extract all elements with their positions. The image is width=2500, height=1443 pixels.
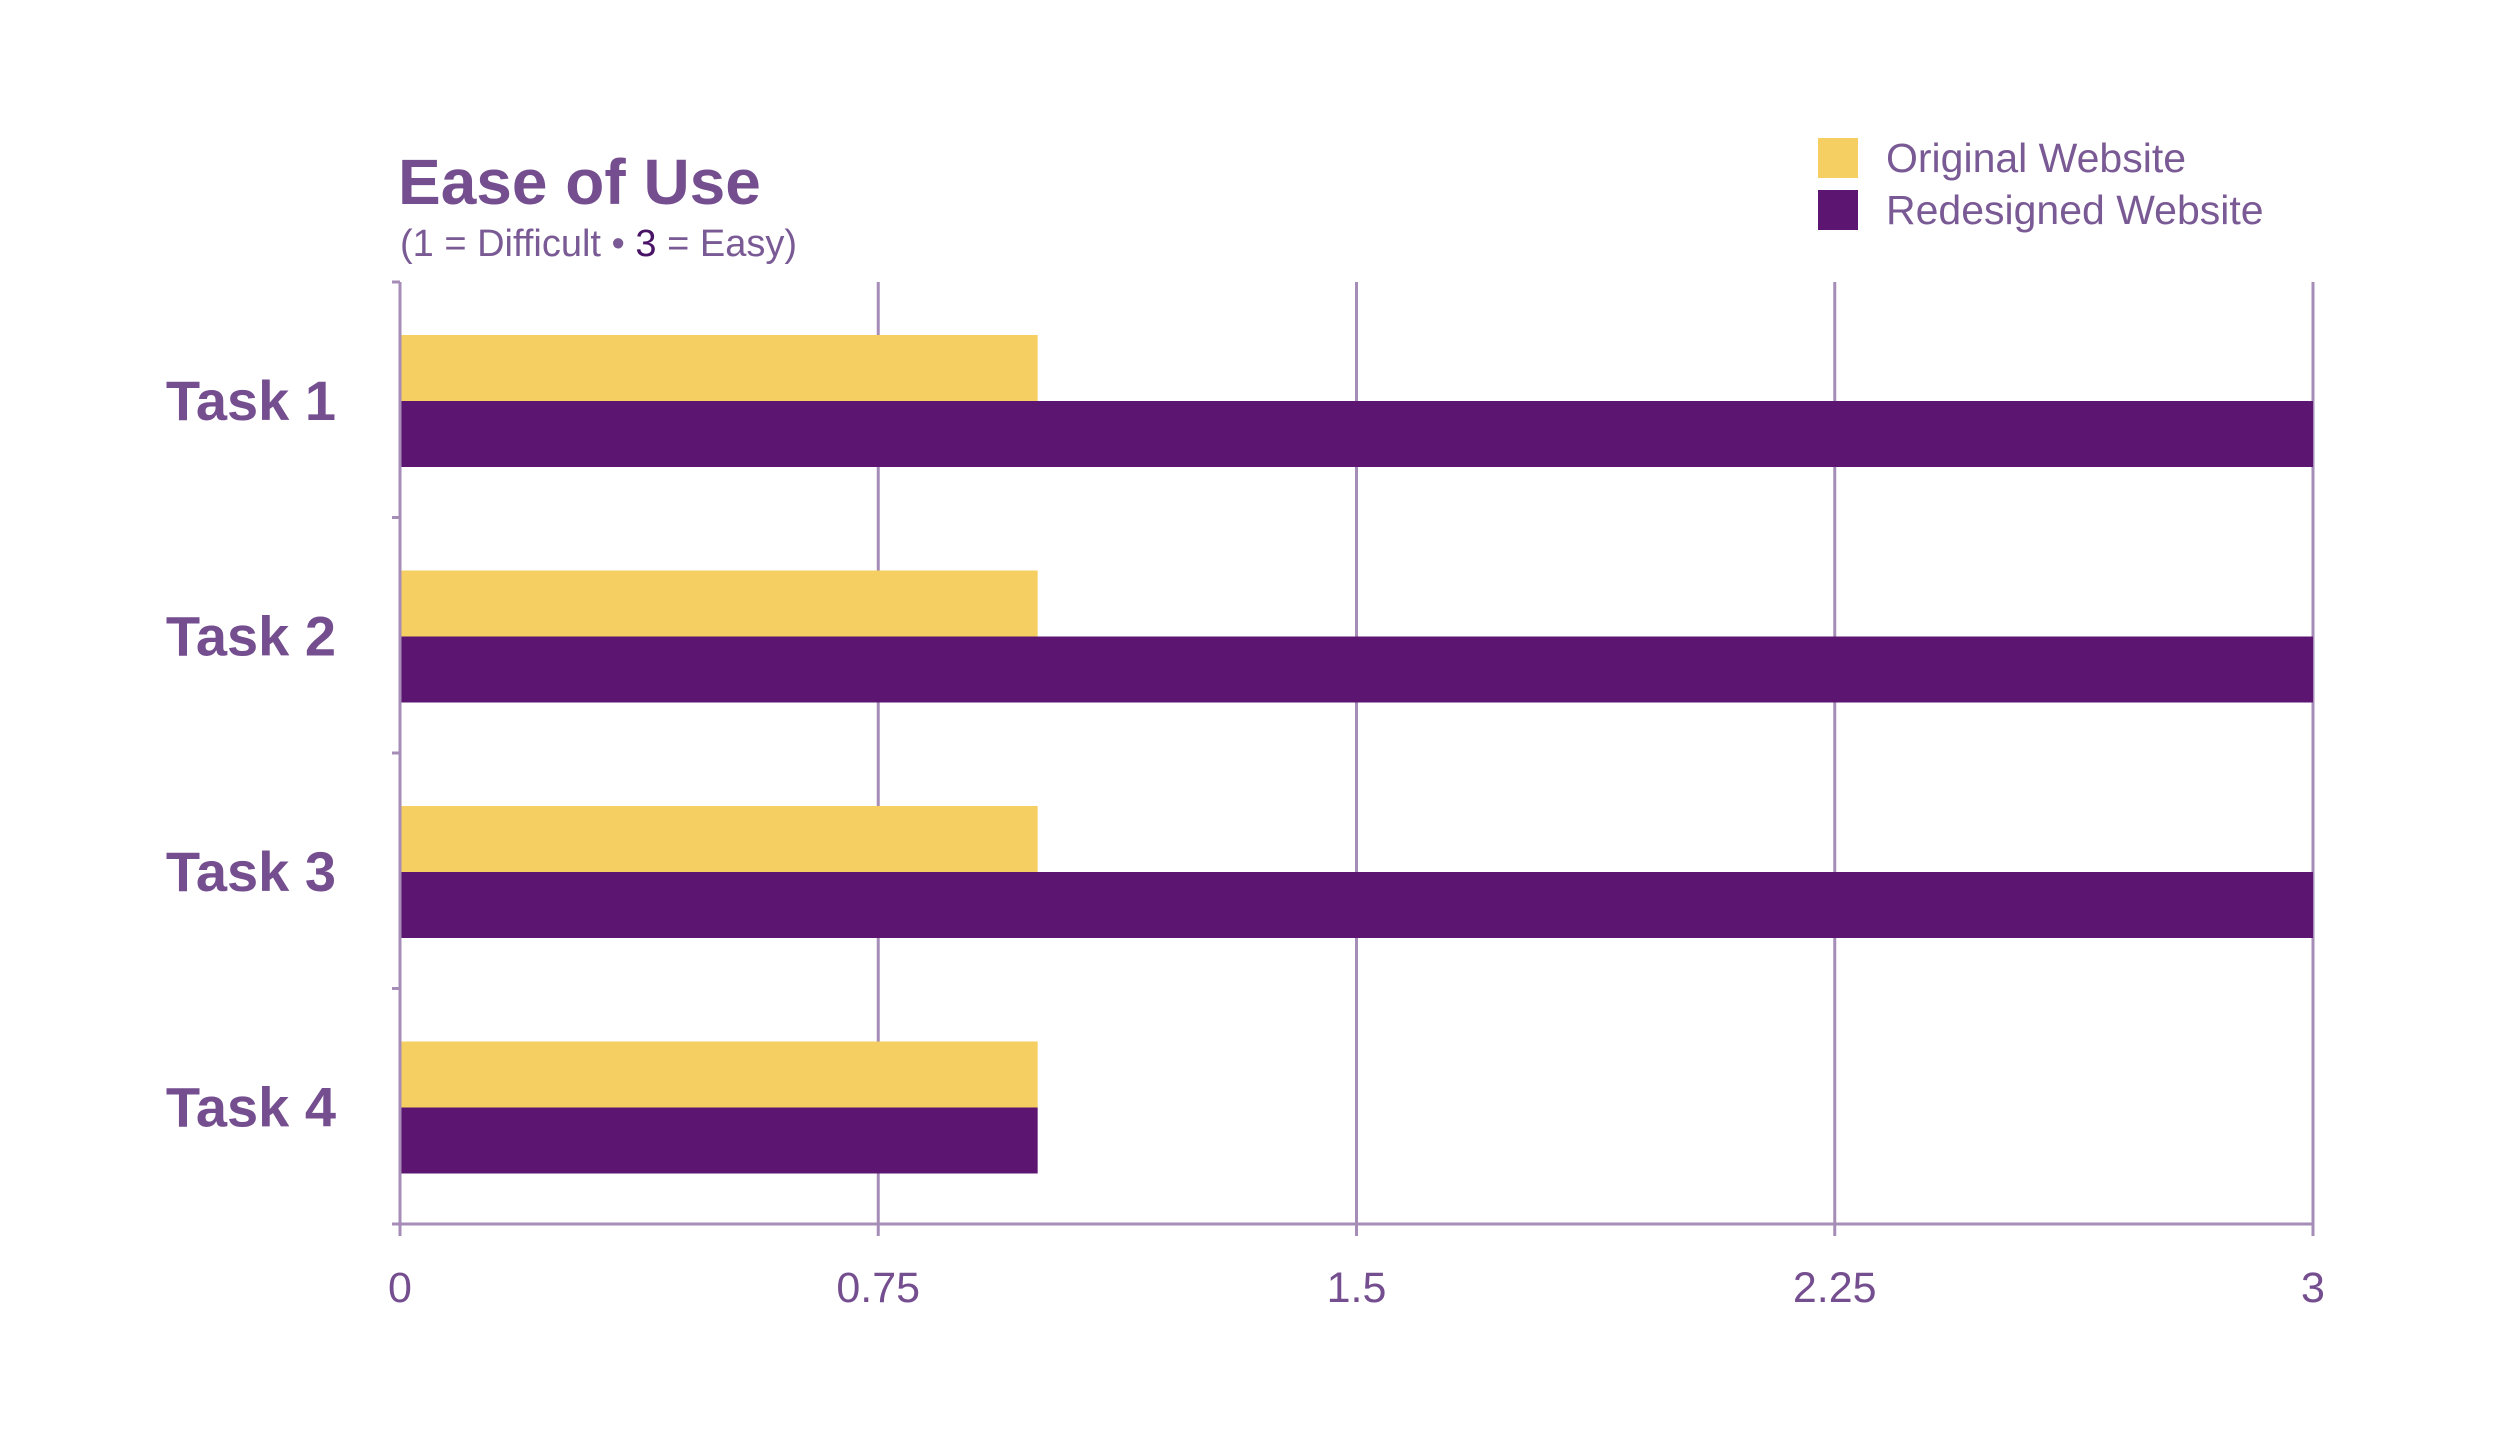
legend-swatch-redesigned (1818, 190, 1858, 230)
legend-swatch-original (1818, 138, 1858, 178)
x-tick-label-3: 2.25 (1793, 1264, 1877, 1312)
chart-subtitle: (1 = Difficult • 3 = Easy) (400, 223, 797, 266)
category-label-task-1: Task 1 (166, 369, 336, 432)
legend-label-original: Original Website (1886, 134, 2187, 181)
x-tick-label-1: 0.75 (836, 1264, 920, 1312)
chart-title: Ease of Use (398, 146, 761, 218)
bar-redesigned-task-4 (400, 1107, 1038, 1174)
legend-label-redesigned: Redesigned Website (1886, 186, 2264, 233)
x-tick-label-0: 0 (388, 1264, 412, 1312)
subtitle-prefix: (1 = Difficult • (400, 223, 636, 265)
bar-redesigned-task-3 (400, 872, 2313, 938)
category-label-task-3: Task 3 (166, 840, 336, 903)
category-label-task-4: Task 4 (166, 1076, 336, 1139)
subtitle-highlight: 3 (635, 223, 657, 265)
bar-original-task-2 (400, 570, 1038, 637)
bar-original-task-3 (400, 806, 1038, 872)
legend: Original Website Redesigned Website (1818, 132, 2264, 236)
bar-original-task-4 (400, 1041, 1038, 1108)
legend-item-original: Original Website (1818, 132, 2264, 184)
bar-original-task-1 (400, 335, 1038, 401)
legend-item-redesigned: Redesigned Website (1818, 184, 2264, 236)
category-label-task-2: Task 2 (166, 605, 336, 668)
subtitle-suffix: = Easy) (656, 223, 797, 265)
bar-redesigned-task-2 (400, 636, 2313, 703)
x-tick-label-2: 1.5 (1327, 1264, 1387, 1312)
x-tick-label-4: 3 (2301, 1264, 2325, 1312)
bar-redesigned-task-1 (400, 401, 2313, 467)
